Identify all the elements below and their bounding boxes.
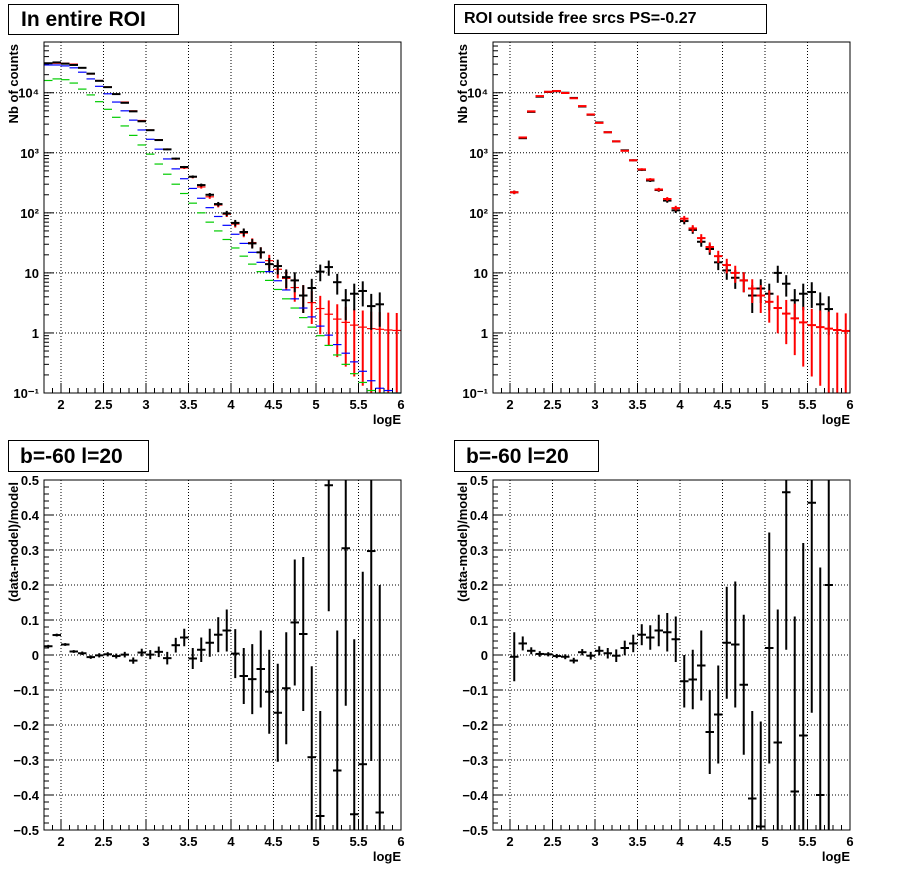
y-tick-label: −0.3 xyxy=(462,753,488,768)
x-axis-label: logE xyxy=(373,412,401,427)
y-tick-label: 10⁻¹ xyxy=(13,386,39,401)
panel-title-residual-left: b=-60 l=20 xyxy=(8,440,149,472)
y-tick-label: −0.2 xyxy=(13,718,39,733)
y-tick-label: 10² xyxy=(469,206,488,221)
y-tick-label: −0.3 xyxy=(13,753,39,768)
x-tick-label: 2.5 xyxy=(543,834,561,849)
x-tick-label: 5 xyxy=(312,397,319,412)
y-tick-label: 0.1 xyxy=(21,613,39,628)
plot-frame xyxy=(43,41,402,394)
y-tick-label: −0.4 xyxy=(13,788,39,803)
x-tick-label: 3.5 xyxy=(628,397,646,412)
y-tick-label: −0.2 xyxy=(462,718,488,733)
x-tick-label: 2 xyxy=(506,397,513,412)
y-tick-label: 10⁻¹ xyxy=(462,386,488,401)
x-axis-label: logE xyxy=(822,412,850,427)
x-tick-label: 6 xyxy=(397,397,404,412)
y-axis-label: (data-model)/model xyxy=(455,482,470,602)
y-tick-label: 0.4 xyxy=(21,508,40,523)
x-tick-label: 4.5 xyxy=(713,397,731,412)
y-tick-label: 10⁴ xyxy=(467,86,488,101)
plot-frame xyxy=(43,479,402,831)
x-tick-label: 3 xyxy=(142,397,149,412)
x-tick-label: 4.5 xyxy=(713,834,731,849)
x-tick-label: 5.5 xyxy=(798,834,816,849)
x-tick-label: 6 xyxy=(846,834,853,849)
y-tick-label: 0.5 xyxy=(470,473,488,488)
y-tick-label: −0.1 xyxy=(13,683,39,698)
plot-frame xyxy=(492,41,851,394)
x-tick-label: 3 xyxy=(591,397,598,412)
y-tick-label: 10³ xyxy=(20,146,39,161)
x-tick-label: 5.5 xyxy=(798,397,816,412)
y-tick-label: 0.3 xyxy=(470,543,488,558)
y-tick-label: −0.1 xyxy=(462,683,488,698)
x-tick-label: 2 xyxy=(57,834,64,849)
x-tick-label: 4 xyxy=(227,834,235,849)
y-tick-label: −0.5 xyxy=(13,823,39,838)
x-tick-label: 2.5 xyxy=(94,397,112,412)
y-tick-label: 0.2 xyxy=(470,578,488,593)
x-tick-label: 4.5 xyxy=(264,834,282,849)
x-tick-label: 3 xyxy=(142,834,149,849)
plot-area-1 xyxy=(493,42,850,393)
x-tick-label: 4.5 xyxy=(264,397,282,412)
y-tick-label: 10² xyxy=(20,206,39,221)
x-tick-label: 2.5 xyxy=(543,397,561,412)
x-tick-label: 5 xyxy=(761,397,768,412)
plot-area-0 xyxy=(44,42,401,393)
x-tick-label: 3.5 xyxy=(179,834,197,849)
y-tick-label: 10 xyxy=(25,266,39,281)
y-tick-label: 0 xyxy=(481,648,488,663)
plot-frame xyxy=(492,479,851,831)
x-tick-label: 5 xyxy=(761,834,768,849)
panel-title-entire-roi: In entire ROI xyxy=(8,4,179,35)
y-tick-label: 10⁴ xyxy=(18,86,39,101)
x-tick-label: 4 xyxy=(676,397,684,412)
y-tick-label: 0 xyxy=(32,648,39,663)
x-tick-label: 2.5 xyxy=(94,834,112,849)
x-tick-label: 4 xyxy=(676,834,684,849)
y-tick-label: −0.5 xyxy=(462,823,488,838)
y-tick-label: 10³ xyxy=(469,146,488,161)
y-tick-label: 0.1 xyxy=(470,613,488,628)
x-axis-label: logE xyxy=(822,849,850,864)
x-tick-label: 5 xyxy=(312,834,319,849)
x-tick-label: 2 xyxy=(57,397,64,412)
y-tick-label: 1 xyxy=(481,326,488,341)
y-tick-label: 0.5 xyxy=(21,473,39,488)
x-tick-label: 3.5 xyxy=(179,397,197,412)
panel-title-roi-outside: ROI outside free srcs PS=-0.27 xyxy=(454,4,767,34)
x-axis-label: logE xyxy=(373,849,401,864)
x-tick-label: 5.5 xyxy=(349,397,367,412)
y-tick-label: 0.2 xyxy=(21,578,39,593)
y-tick-label: 1 xyxy=(32,326,39,341)
y-axis-label: Nb of counts xyxy=(6,44,21,123)
y-axis-label: (data-model)/model xyxy=(6,482,21,602)
x-tick-label: 2 xyxy=(506,834,513,849)
x-tick-label: 3.5 xyxy=(628,834,646,849)
y-tick-label: 0.4 xyxy=(470,508,489,523)
y-axis-label: Nb of counts xyxy=(455,44,470,123)
y-tick-label: −0.4 xyxy=(462,788,488,803)
x-tick-label: 5.5 xyxy=(349,834,367,849)
panel-title-residual-right: b=-60 l=20 xyxy=(454,440,599,472)
x-tick-label: 6 xyxy=(397,834,404,849)
x-tick-label: 6 xyxy=(846,397,853,412)
y-tick-label: 10 xyxy=(474,266,488,281)
x-tick-label: 3 xyxy=(591,834,598,849)
y-tick-label: 0.3 xyxy=(21,543,39,558)
x-tick-label: 4 xyxy=(227,397,235,412)
